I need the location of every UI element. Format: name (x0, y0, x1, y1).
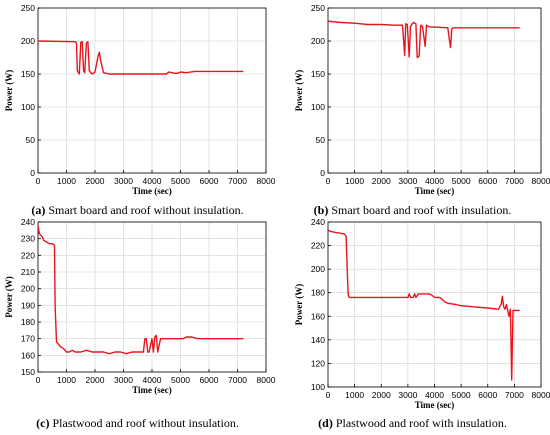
x-tick-label: 8000 (257, 375, 276, 385)
y-tick-label: 180 (21, 317, 35, 327)
y-tick-label: 200 (311, 36, 325, 46)
chart-panel-a: 0 1000 2000 3000 4000 5000 6000 7000 8000 0 50 100 1… (0, 0, 276, 217)
series-line (37, 225, 244, 355)
x-tick-label: 5000 (452, 390, 471, 400)
chart-panel-d: 0 1000 2000 3000 4000 5000 6000 7000 8000 100 120 1… (275, 217, 550, 434)
x-tick-label: 5000 (452, 176, 471, 186)
x-axis-label: Time (sec) (132, 186, 172, 196)
x-tick-label: 3000 (398, 176, 417, 186)
y-tick-label: 240 (311, 217, 325, 227)
y-tick-label: 200 (21, 36, 35, 46)
caption-a: (a) Smart board and roof without insulat… (31, 203, 244, 217)
x-tick-label: 7000 (228, 375, 247, 385)
y-tick-label: 250 (21, 3, 35, 13)
chart-b: 0 1000 2000 3000 4000 5000 6000 7000 8000 0 50 100 1… (294, 3, 550, 196)
caption-d: (d) Plastwood and roof with insulation. (318, 416, 507, 430)
x-tick-label: 0 (326, 390, 331, 400)
chart-a: 0 1000 2000 3000 4000 5000 6000 7000 8000 0 50 100 1… (4, 3, 276, 196)
y-tick-label: 160 (311, 311, 325, 321)
y-axis-label: Power (W) (4, 276, 14, 318)
y-tick-label: 120 (311, 358, 325, 368)
x-tick-label: 2000 (372, 176, 391, 186)
x-tick-label: 5000 (171, 375, 190, 385)
y-tick-label: 150 (21, 367, 35, 377)
y-tick-label: 170 (21, 334, 35, 344)
x-tick-label: 4000 (143, 375, 162, 385)
y-axis-label: Power (W) (294, 284, 304, 326)
y-tick-label: 100 (21, 102, 35, 112)
y-tick-label: 50 (26, 135, 36, 145)
x-axis-label: Time (sec) (132, 385, 172, 395)
x-tick-label: 7000 (505, 390, 524, 400)
caption-b: (b) Smart board and roof with insulation… (313, 203, 512, 217)
x-tick-label: 3000 (114, 375, 133, 385)
x-tick-label: 6000 (478, 390, 497, 400)
y-axis-label: Power (W) (4, 70, 14, 112)
x-tick-label: 1000 (345, 390, 364, 400)
x-tick-label: 5000 (171, 176, 190, 186)
x-tick-label: 4000 (425, 176, 444, 186)
y-tick-label: 50 (316, 135, 326, 145)
y-tick-label: 230 (21, 234, 35, 244)
x-tick-label: 3000 (398, 390, 417, 400)
x-tick-label: 2000 (372, 390, 391, 400)
y-tick-label: 220 (311, 241, 325, 251)
x-tick-label: 2000 (86, 375, 105, 385)
x-tick-label: 0 (36, 176, 41, 186)
chart-d: 0 1000 2000 3000 4000 5000 6000 7000 8000 100 120 1… (294, 217, 550, 410)
y-tick-label: 0 (320, 168, 325, 178)
series-line (327, 20, 520, 59)
x-tick-label: 6000 (478, 176, 497, 186)
x-tick-label: 8000 (532, 390, 550, 400)
y-tick-label: 210 (21, 267, 35, 277)
y-tick-label: 140 (311, 335, 325, 345)
x-tick-label: 6000 (200, 176, 219, 186)
x-axis-label: Time (sec) (415, 400, 455, 410)
x-tick-label: 6000 (200, 375, 219, 385)
y-axis-label: Power (W) (294, 70, 304, 112)
y-tick-label: 190 (21, 300, 35, 310)
y-tick-label: 100 (311, 382, 325, 392)
chart-panel-b: 0 1000 2000 3000 4000 5000 6000 7000 8000 0 50 100 1… (275, 0, 550, 217)
chart-c: 0 1000 2000 3000 4000 5000 6000 7000 8000 150 160 1… (4, 217, 276, 395)
series-line (37, 40, 244, 75)
x-tick-label: 3000 (114, 176, 133, 186)
series-line (327, 229, 520, 381)
y-tick-label: 180 (311, 288, 325, 298)
y-tick-label: 100 (311, 102, 325, 112)
x-tick-label: 1000 (345, 176, 364, 186)
x-tick-label: 1000 (57, 375, 76, 385)
y-tick-label: 240 (21, 217, 35, 227)
x-tick-label: 2000 (86, 176, 105, 186)
x-tick-label: 7000 (505, 176, 524, 186)
x-tick-label: 7000 (228, 176, 247, 186)
chart-panel-c: 0 1000 2000 3000 4000 5000 6000 7000 8000 150 160 1… (0, 217, 276, 434)
x-tick-label: 0 (326, 176, 331, 186)
y-tick-label: 150 (311, 69, 325, 79)
x-axis-label: Time (sec) (415, 186, 455, 196)
y-tick-label: 160 (21, 350, 35, 360)
y-tick-label: 250 (311, 3, 325, 13)
y-tick-label: 150 (21, 69, 35, 79)
x-tick-label: 4000 (143, 176, 162, 186)
y-tick-label: 200 (21, 284, 35, 294)
x-tick-label: 0 (36, 375, 41, 385)
y-tick-label: 0 (30, 168, 35, 178)
caption-c: (c) Plastwood and roof without insulatio… (36, 416, 239, 430)
y-tick-label: 220 (21, 250, 35, 260)
x-tick-label: 8000 (532, 176, 550, 186)
x-tick-label: 4000 (425, 390, 444, 400)
x-tick-label: 1000 (57, 176, 76, 186)
y-tick-label: 200 (311, 264, 325, 274)
x-tick-label: 8000 (257, 176, 276, 186)
